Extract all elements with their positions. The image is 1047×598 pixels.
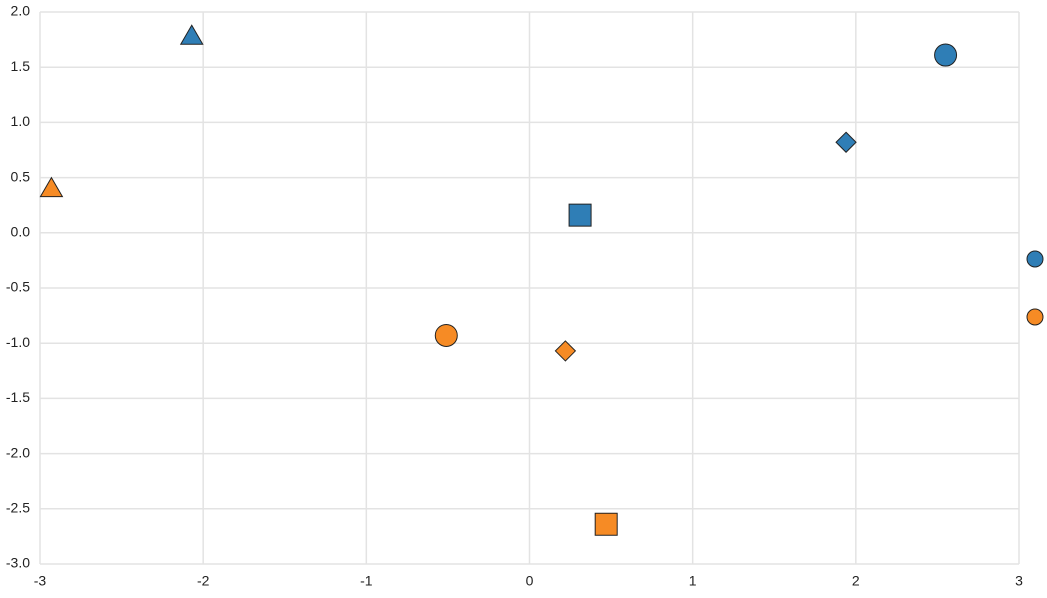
y-tick-label: 2.0 [11,3,31,19]
x-tick-label: -1 [360,573,373,589]
x-tick-label: -2 [197,573,210,589]
y-tick-label: -2.0 [6,444,30,460]
x-tick-label: 2 [852,573,860,589]
point [179,24,204,45]
point [594,512,618,536]
y-tick-label: -3.0 [6,555,30,571]
x-tick-label: 3 [1015,573,1023,589]
y-tick-label: 1.5 [11,58,31,74]
x-tick-label: 1 [689,573,697,589]
point [434,323,458,347]
y-tick-label: 1.0 [11,113,31,129]
point [934,43,958,67]
point [568,203,592,227]
x-tick-label: -3 [34,573,47,589]
point [554,340,577,362]
legend-swatch [1026,308,1044,326]
legend-swatch [1026,250,1044,268]
y-tick-label: 0.0 [11,224,31,240]
y-tick-label: -1.0 [6,334,30,350]
point [835,131,857,153]
y-tick-label: -1.5 [6,389,30,405]
x-tick-label: 0 [526,573,534,589]
y-tick-label: 0.5 [11,168,31,184]
point [39,176,64,198]
y-tick-label: -0.5 [6,279,30,295]
y-tick-label: -2.5 [6,500,30,516]
